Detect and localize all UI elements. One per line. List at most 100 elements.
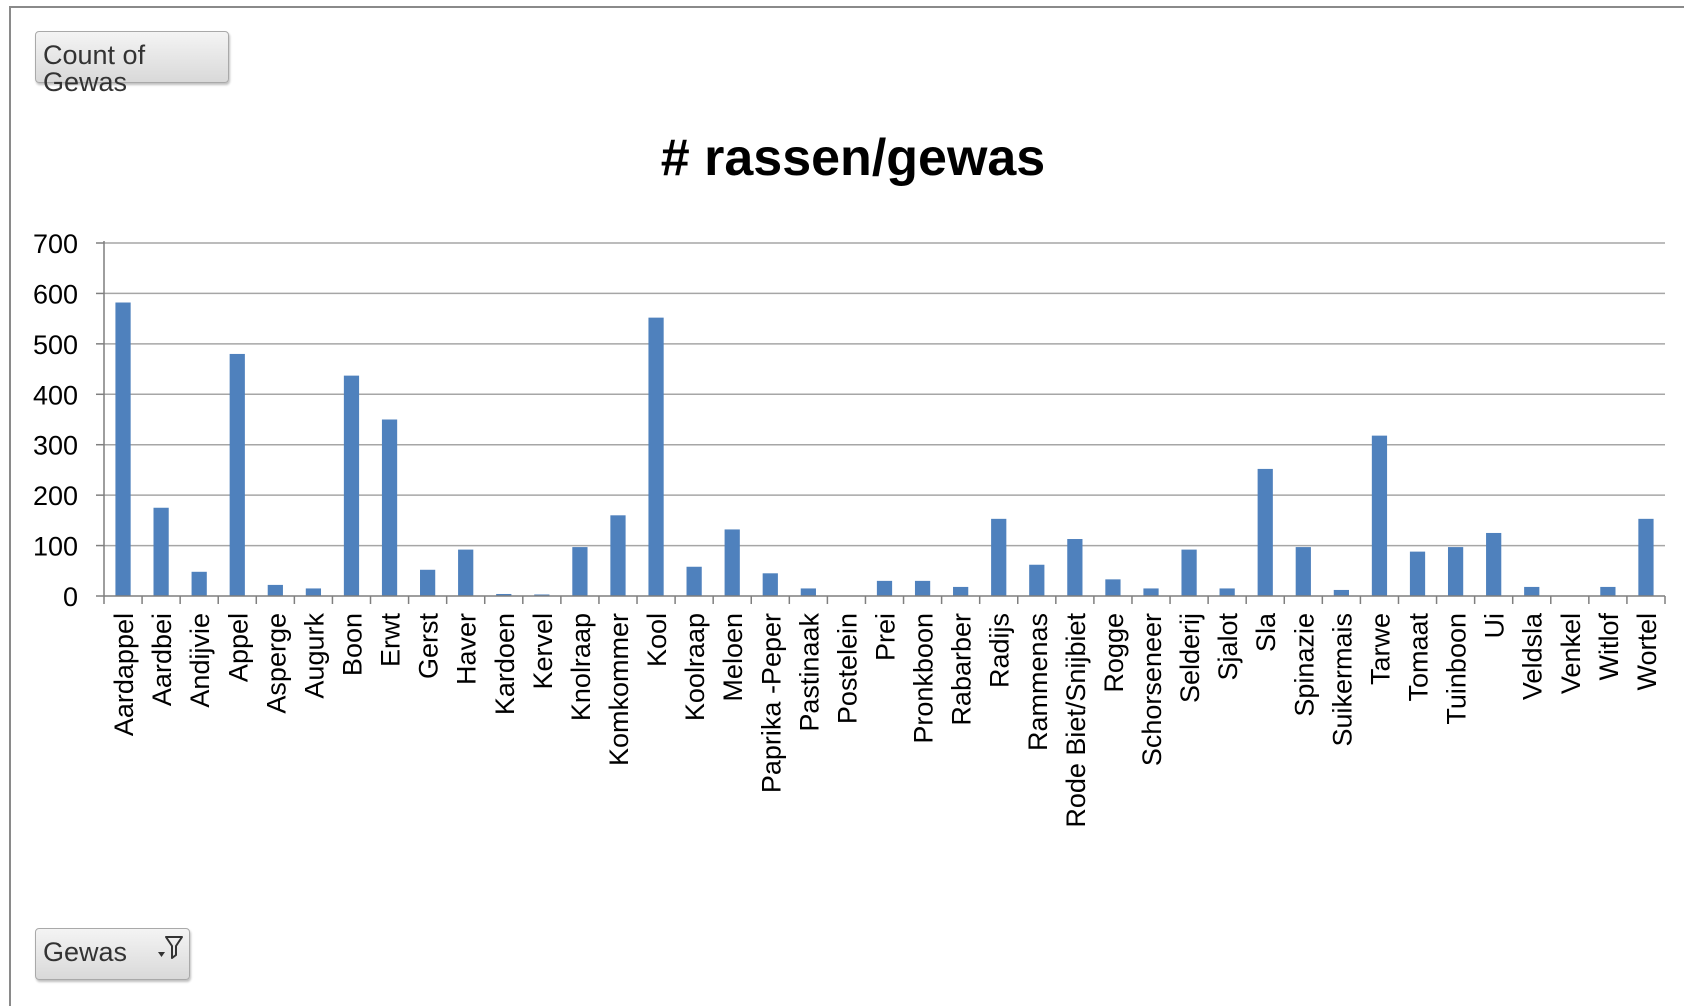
bars bbox=[115, 302, 1654, 596]
bar-kervel bbox=[534, 594, 550, 596]
x-tick-label: Tomaat bbox=[1404, 613, 1434, 702]
bar-pastinaak bbox=[800, 588, 816, 596]
x-tick-label: Kervel bbox=[528, 613, 558, 690]
x-tick-label: Andijvie bbox=[185, 613, 215, 708]
bar-ui bbox=[1486, 532, 1502, 596]
bar-rode-biet-snijbiet bbox=[1067, 539, 1083, 596]
x-tick-label: Spinazie bbox=[1289, 613, 1319, 717]
x-tick-label: Boon bbox=[337, 613, 367, 676]
x-tick-label: Tarwe bbox=[1365, 613, 1395, 685]
x-tick-label: Erwt bbox=[376, 613, 406, 667]
bar-prei bbox=[876, 580, 893, 596]
bar-appel bbox=[229, 353, 245, 596]
bar-veldsla bbox=[1524, 586, 1540, 596]
x-tick-label: Rabarber bbox=[947, 613, 977, 726]
y-axis-ticks: 0 100 200 300 400 500 600 700 bbox=[33, 229, 78, 612]
x-tick-label: Asperge bbox=[261, 613, 291, 714]
bar-rogge bbox=[1105, 579, 1121, 596]
bar-augurk bbox=[305, 588, 322, 596]
bar-suikermais bbox=[1333, 589, 1349, 596]
x-tick-label: Kardoen bbox=[490, 613, 520, 715]
chart-title: # rassen/gewas bbox=[661, 129, 1045, 187]
x-tick-label: Prei bbox=[871, 613, 901, 661]
y-tick-label: 500 bbox=[33, 330, 78, 360]
gridlines bbox=[104, 242, 1665, 547]
bar-rabarber bbox=[953, 586, 969, 596]
x-tick-label: Ui bbox=[1480, 613, 1510, 639]
y-tick-label: 700 bbox=[33, 229, 78, 259]
bar-schorseneer bbox=[1143, 588, 1159, 596]
bar-radijs bbox=[991, 518, 1007, 596]
x-tick-label: Meloen bbox=[718, 613, 748, 702]
axes bbox=[96, 241, 1666, 604]
axis-field-label: Gewas bbox=[43, 937, 128, 967]
values-field-label: Count of Gewas bbox=[43, 40, 146, 97]
x-tick-label: Suikermais bbox=[1327, 613, 1357, 747]
x-tick-label: Wortel bbox=[1632, 613, 1662, 691]
x-tick-label: Veldsla bbox=[1518, 612, 1548, 700]
filter-icon[interactable] bbox=[157, 934, 185, 968]
bar-aardappel bbox=[115, 302, 131, 596]
bar-komkommer bbox=[610, 515, 626, 596]
bar-boon bbox=[343, 375, 360, 596]
bar-koolraap bbox=[686, 566, 702, 596]
bar-erwt bbox=[381, 419, 398, 596]
x-tick-label: Paprika -Peper bbox=[756, 613, 786, 793]
bar-sla bbox=[1257, 468, 1273, 596]
y-tick-label: 600 bbox=[33, 279, 78, 309]
x-tick-label: Radijs bbox=[985, 613, 1015, 688]
x-tick-label: Sjalot bbox=[1213, 613, 1243, 681]
x-tick-label: Postelein bbox=[832, 613, 862, 724]
bar-wortel bbox=[1638, 518, 1654, 596]
x-tick-label: Koolraap bbox=[680, 613, 710, 721]
x-tick-label: Kool bbox=[642, 613, 672, 667]
y-tick-label: 0 bbox=[63, 582, 78, 612]
bar-haver bbox=[458, 549, 474, 596]
x-tick-label: Augurk bbox=[299, 613, 329, 699]
bar-tarwe bbox=[1371, 435, 1388, 596]
x-tick-label: Rammenas bbox=[1023, 613, 1053, 751]
y-tick-label: 200 bbox=[33, 481, 78, 511]
bar-knolraap bbox=[572, 547, 588, 596]
x-tick-label: Pastinaak bbox=[794, 613, 824, 732]
x-tick-label: Aardbei bbox=[147, 613, 177, 706]
x-tick-label: Knolraap bbox=[566, 613, 596, 721]
bar-gerst bbox=[420, 569, 436, 596]
y-tick-label: 400 bbox=[33, 380, 78, 410]
x-tick-label: Tuinboon bbox=[1442, 613, 1472, 725]
bar-rammenas bbox=[1029, 564, 1045, 596]
x-tick-label: Witlof bbox=[1594, 613, 1624, 681]
x-tick-label: Sla bbox=[1251, 612, 1281, 652]
bar-selderij bbox=[1181, 549, 1197, 596]
bar-tomaat bbox=[1409, 551, 1426, 596]
x-tick-label: Aardappel bbox=[109, 613, 139, 736]
x-tick-label: Komkommer bbox=[604, 613, 634, 766]
x-tick-label: Venkel bbox=[1556, 613, 1586, 694]
x-tick-label: Haver bbox=[452, 613, 482, 685]
bar-tuinboon bbox=[1447, 547, 1464, 596]
x-tick-label: Pronkboon bbox=[909, 613, 939, 744]
bar-kool bbox=[648, 317, 664, 596]
chart-area bbox=[9, 6, 1684, 1006]
axis-field-button[interactable]: Gewas bbox=[35, 928, 190, 980]
x-tick-label: Appel bbox=[223, 613, 253, 682]
values-field-button[interactable]: Count of Gewas bbox=[35, 31, 229, 96]
bar-andijvie bbox=[191, 571, 207, 596]
y-tick-label: 100 bbox=[33, 532, 78, 562]
bar-paprika-peper bbox=[762, 573, 778, 596]
bar-spinazie bbox=[1295, 547, 1311, 596]
bar-asperge bbox=[267, 584, 283, 596]
bar-aardbei bbox=[153, 507, 169, 596]
x-axis-ticks: Aardappel Aardbei Andijvie Appel Asperge Augu… bbox=[109, 612, 1662, 828]
bar-kardoen bbox=[496, 593, 512, 596]
y-tick-label: 300 bbox=[33, 431, 78, 461]
x-tick-label: Gerst bbox=[414, 613, 444, 680]
bar-pronkboon bbox=[914, 580, 931, 596]
x-tick-label: Rogge bbox=[1099, 613, 1129, 693]
bar-sjalot bbox=[1219, 588, 1235, 596]
x-tick-label: Schorseneer bbox=[1137, 613, 1167, 766]
bar-meloen bbox=[724, 529, 740, 596]
x-tick-label: Rode Biet/Snijbiet bbox=[1061, 613, 1091, 828]
x-tick-label: Selderij bbox=[1175, 613, 1205, 703]
